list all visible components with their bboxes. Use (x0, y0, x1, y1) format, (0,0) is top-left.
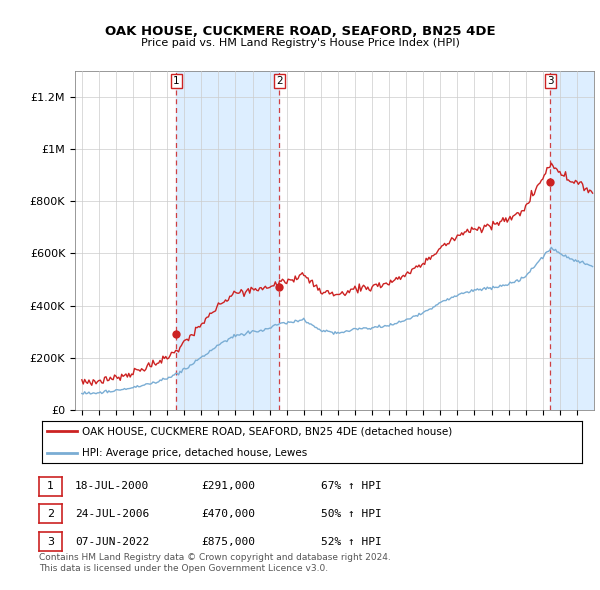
Text: This data is licensed under the Open Government Licence v3.0.: This data is licensed under the Open Gov… (39, 565, 328, 573)
Text: 2: 2 (276, 76, 283, 86)
Text: £470,000: £470,000 (201, 509, 255, 519)
Bar (550, 71, 594, 410)
Text: 1: 1 (173, 76, 180, 86)
Text: 67% ↑ HPI: 67% ↑ HPI (321, 481, 382, 491)
Text: HPI: Average price, detached house, Lewes: HPI: Average price, detached house, Lewe… (83, 448, 308, 457)
Text: Contains HM Land Registry data © Crown copyright and database right 2024.: Contains HM Land Registry data © Crown c… (39, 553, 391, 562)
Text: 24-JUL-2006: 24-JUL-2006 (75, 509, 149, 519)
Text: 3: 3 (547, 76, 553, 86)
Text: Price paid vs. HM Land Registry's House Price Index (HPI): Price paid vs. HM Land Registry's House … (140, 38, 460, 48)
Text: £875,000: £875,000 (201, 537, 255, 546)
Text: OAK HOUSE, CUCKMERE ROAD, SEAFORD, BN25 4DE (detached house): OAK HOUSE, CUCKMERE ROAD, SEAFORD, BN25 … (83, 427, 453, 436)
Text: OAK HOUSE, CUCKMERE ROAD, SEAFORD, BN25 4DE: OAK HOUSE, CUCKMERE ROAD, SEAFORD, BN25 … (104, 25, 496, 38)
Bar (176, 71, 279, 410)
Text: 50% ↑ HPI: 50% ↑ HPI (321, 509, 382, 519)
Text: 52% ↑ HPI: 52% ↑ HPI (321, 537, 382, 546)
Text: 1: 1 (47, 481, 54, 491)
Text: 07-JUN-2022: 07-JUN-2022 (75, 537, 149, 546)
Text: £291,000: £291,000 (201, 481, 255, 491)
Text: 3: 3 (47, 537, 54, 546)
Text: 2: 2 (47, 509, 54, 519)
Text: 18-JUL-2000: 18-JUL-2000 (75, 481, 149, 491)
